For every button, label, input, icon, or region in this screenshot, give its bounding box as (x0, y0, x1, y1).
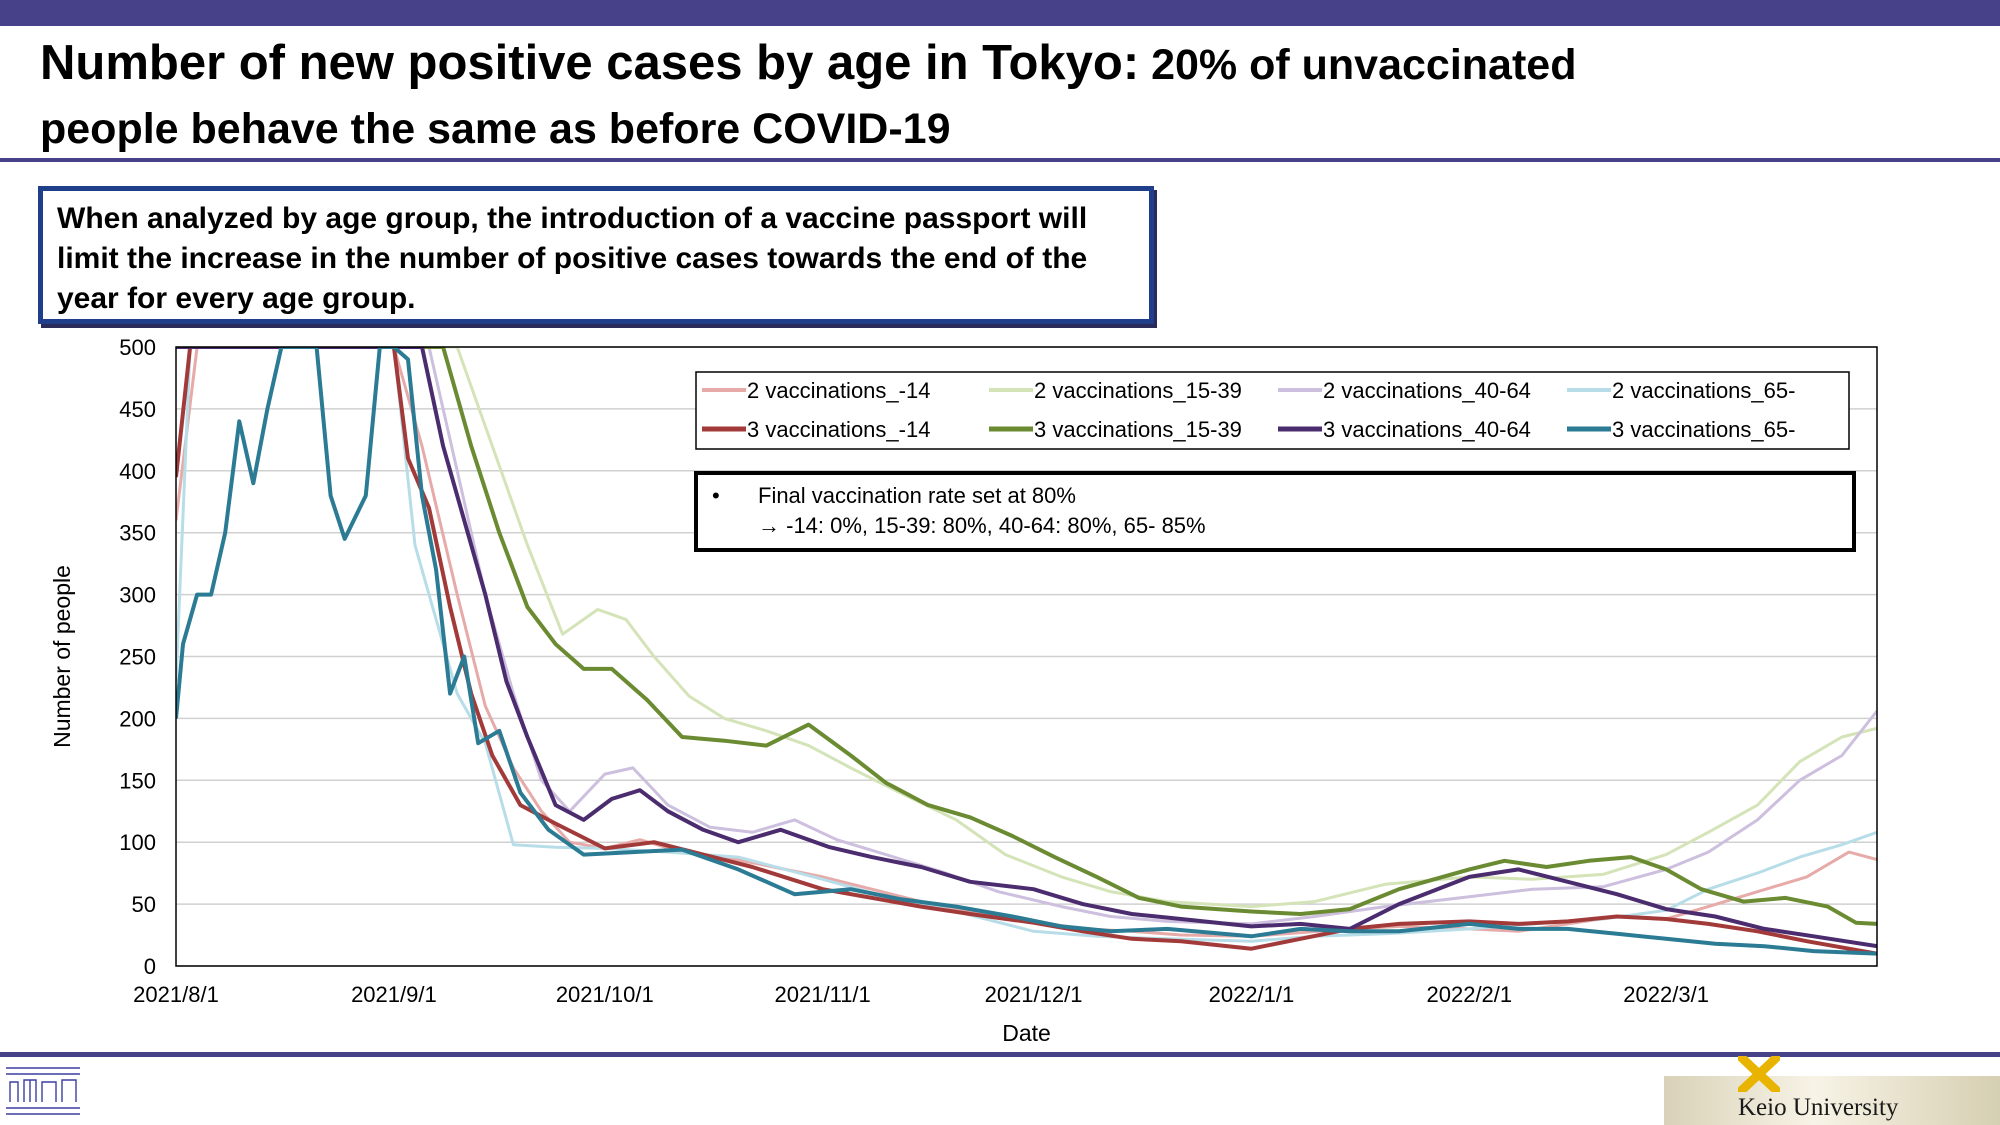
y-tick-label: 50 (132, 892, 156, 917)
plot-frame (175, 346, 1878, 967)
legend-label: 2 vaccinations_-14 (747, 378, 930, 403)
legend-label: 3 vaccinations_65- (1612, 417, 1795, 442)
y-axis: 0 50 100 150 200 250 300 350 400 450 500 (119, 335, 156, 979)
title-sub-2: people behave the same as before COVID-1… (40, 105, 951, 153)
x-tick-label: 2022/3/1 (1623, 982, 1709, 1007)
y-tick-label: 150 (119, 768, 156, 793)
title-main: Number of new positive cases by age in T… (40, 36, 1140, 90)
x-tick-label: 2021/9/1 (351, 982, 437, 1007)
callout-text: When analyzed by age group, the introduc… (57, 202, 1088, 315)
x-tick-label: 2021/11/1 (775, 982, 871, 1007)
x-tick-label: 2021/8/1 (133, 982, 219, 1007)
keio-pen-icon (1738, 1056, 1780, 1092)
legend-label: 3 vaccinations_40-64 (1323, 417, 1531, 442)
x-tick-label: 2022/1/1 (1209, 982, 1295, 1007)
series-line-6 (176, 347, 1877, 926)
legend-label: 3 vaccinations_15-39 (1034, 417, 1242, 442)
x-tick-label: 2021/10/1 (556, 982, 654, 1007)
y-tick-label: 0 (144, 954, 156, 979)
top-band (0, 0, 2000, 26)
y-tick-label: 250 (119, 645, 156, 670)
x-tick-label: 2021/12/1 (985, 982, 1083, 1007)
series-lines (176, 347, 1877, 956)
footer-brand-band (1664, 1076, 2000, 1125)
legend-label: 2 vaccinations_65- (1612, 378, 1795, 403)
bottom-rule (0, 1052, 2000, 1057)
y-tick-label: 300 (119, 583, 156, 608)
y-tick-label: 400 (119, 459, 156, 484)
y-tick-label: 450 (119, 397, 156, 422)
legend-label: 3 vaccinations_-14 (747, 417, 930, 442)
x-tick-label: 2022/2/1 (1427, 982, 1513, 1007)
annotation-frame (694, 471, 1856, 552)
annotation-bullet: • (712, 483, 720, 508)
x-axis-label: Date (1002, 1020, 1051, 1046)
annotation-line-1: Final vaccination rate set at 80% (758, 483, 1076, 508)
lab-logo-icon (6, 1067, 80, 1115)
series-line-2 (176, 347, 1877, 909)
legend-label: 2 vaccinations_40-64 (1323, 378, 1531, 403)
y-tick-label: 200 (119, 706, 156, 731)
y-tick-label: 100 (119, 830, 156, 855)
callout-box: When analyzed by age group, the introduc… (38, 186, 1154, 324)
y-axis-label: Number of people (49, 565, 75, 748)
annotation-box: • Final vaccination rate set at 80% → -1… (694, 471, 1856, 552)
x-axis: 2021/8/1 2021/9/1 2021/10/1 2021/11/1 2021/1… (133, 982, 1709, 1007)
series-line-8 (176, 347, 1877, 956)
legend-frame (695, 371, 1850, 450)
footer-org-name: Keio University (1738, 1094, 1899, 1121)
title-sub-1: 20% of unvaccinated (1139, 41, 1577, 89)
title-rule (0, 158, 2000, 162)
legend: 2 vaccinations_-14 2 vaccinations_15-39 2 … (695, 371, 1850, 450)
y-tick-label: 500 (119, 335, 156, 360)
slide-title: Number of new positive cases by age in T… (40, 36, 1970, 166)
y-tick-label: 350 (119, 521, 156, 546)
annotation-line-2: → -14: 0%, 15-39: 80%, 40-64: 80%, 65- 8… (758, 513, 1206, 538)
series-line-7 (176, 347, 1877, 949)
legend-label: 2 vaccinations_15-39 (1034, 378, 1242, 403)
